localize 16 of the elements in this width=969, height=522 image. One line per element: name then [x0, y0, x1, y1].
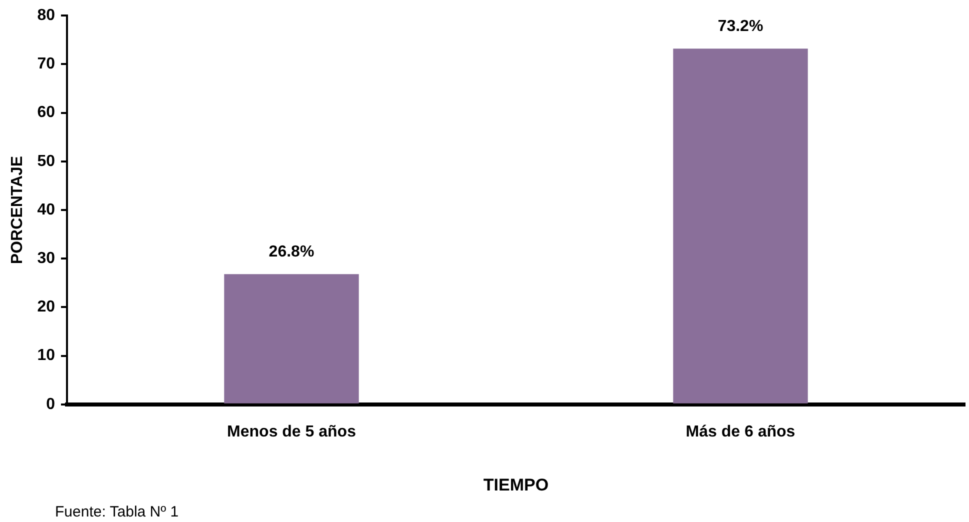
y-tick-label: 20 [37, 298, 56, 316]
y-tick-label: 60 [37, 104, 56, 122]
y-tick-label: 10 [37, 347, 56, 364]
y-tick-label: 50 [37, 152, 56, 170]
x-tick-label: Más de 6 años [686, 423, 796, 440]
data-label: 73.2% [718, 18, 764, 36]
source-note: Fuente: Tabla Nº 1 [55, 504, 179, 521]
y-tick-label: 30 [37, 250, 56, 268]
x-axis-title: TIEMPO [483, 475, 549, 494]
x-tick-label: Menos de 5 años [227, 423, 356, 440]
data-label: 26.8% [268, 244, 314, 261]
y-tick-label: 80 [37, 7, 56, 24]
y-tick-label: 40 [37, 201, 56, 218]
y-axis-title: PORCENTAJE [9, 156, 26, 264]
y-tick-label: 0 [46, 396, 56, 413]
y-tick-label: 70 [37, 56, 56, 73]
